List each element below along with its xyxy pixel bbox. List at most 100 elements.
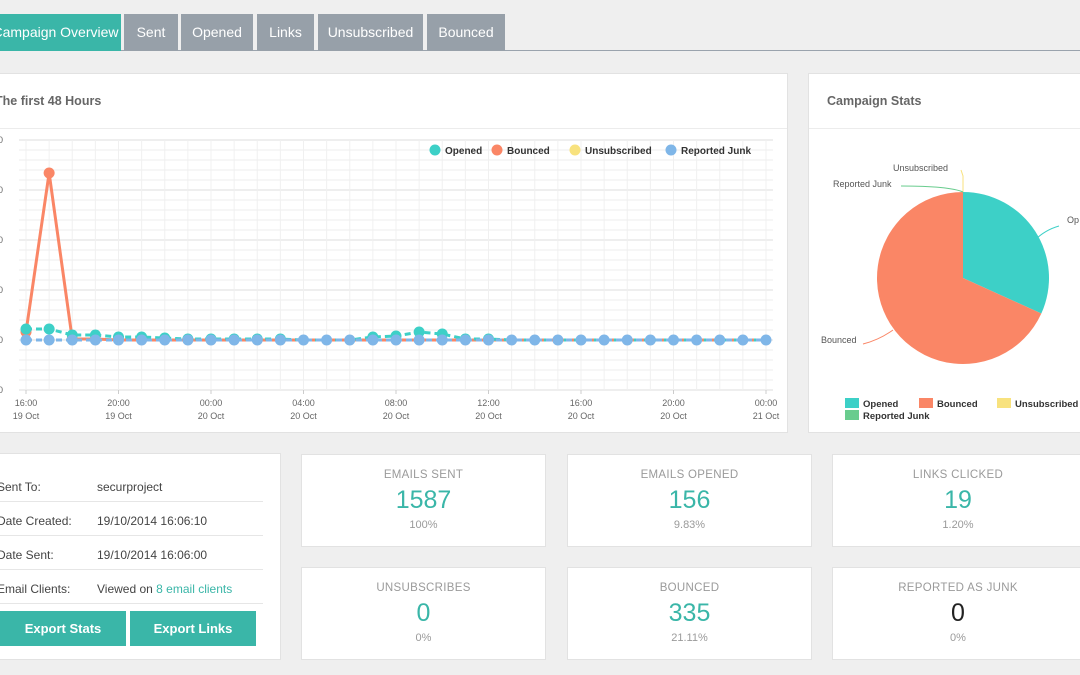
line-chart: 0 0 0 0 0 0 16:00 19 Oct 20:00 19 Oct 00:00 20 Oct 0… (0, 135, 780, 421)
stat-percent: 0% (950, 632, 966, 644)
stat-card-links-clicked: LINKS CLICKED 19 1.20% (832, 454, 1080, 547)
legend-swatch (845, 410, 859, 420)
data-point (529, 334, 541, 346)
x-tick-date: 20 Oct (383, 411, 410, 421)
x-tick-date: 20 Oct (568, 411, 595, 421)
tab-links[interactable]: Links (257, 14, 314, 51)
x-tick-time: 00:00 (200, 398, 223, 408)
y-tick-label: 0 (0, 135, 3, 145)
x-tick-date: 21 Oct (753, 411, 780, 421)
sent-to-label: Sent To: (0, 480, 41, 494)
callout-bounced: Bounced (821, 335, 857, 345)
x-tick-time: 20:00 (662, 398, 685, 408)
data-point (506, 334, 518, 346)
export-links-button[interactable]: Export Links (130, 611, 256, 646)
x-tick-time: 16:00 (570, 398, 593, 408)
data-point (66, 334, 78, 346)
tab-bounced[interactable]: Bounced (427, 14, 505, 51)
x-tick-date: 19 Oct (105, 411, 132, 421)
data-point (251, 334, 263, 346)
pie-chart-title: Campaign Stats (809, 74, 1080, 129)
email-clients-link[interactable]: 8 email clients (156, 582, 233, 596)
stat-percent: 0% (415, 632, 432, 644)
data-point (274, 334, 286, 346)
pie-slice-opened (963, 192, 1049, 314)
data-point (344, 334, 356, 346)
x-tick-time: 12:00 (477, 398, 500, 408)
data-point (20, 334, 32, 346)
pie-chart-panel: Campaign Stats Op Bounced Unsubscribed Repo… (808, 73, 1080, 433)
stat-label: EMAILS SENT (383, 469, 464, 481)
legend-swatch (919, 398, 933, 408)
data-point (575, 334, 587, 346)
data-point (413, 334, 425, 346)
legend-label: Opened (863, 399, 899, 410)
x-tick-date: 20 Oct (290, 411, 317, 421)
date-created-value: 19/10/2014 16:06:10 (97, 514, 208, 528)
legend-swatch (845, 398, 859, 408)
x-tick-time: 04:00 (292, 398, 315, 408)
tab-unsubscribed[interactable]: Unsubscribed (318, 14, 423, 51)
callout-line (1034, 225, 1060, 241)
sent-to-value: securproject (97, 480, 163, 494)
y-tick-label: 0 (0, 235, 3, 245)
x-tick-date: 19 Oct (13, 411, 40, 421)
stat-label: UNSUBSCRIBES (376, 582, 471, 594)
x-tick-date: 20 Oct (660, 411, 687, 421)
x-tick-date: 20 Oct (475, 411, 502, 421)
info-row-email-clients: Email Clients: Viewed on 8 email clients (0, 570, 263, 604)
stat-label: LINKS CLICKED (912, 469, 1004, 481)
legend-label: Reported Junk (863, 411, 930, 422)
stat-card-emails-sent: EMAILS SENT 1587 100% (301, 454, 546, 547)
stat-card-reported-as-junk: REPORTED AS JUNK 0 0% (832, 567, 1080, 660)
stat-value: 0 (416, 599, 431, 627)
email-clients-prefix: Viewed on (97, 582, 153, 596)
x-tick-time: 08:00 (385, 398, 408, 408)
y-tick-label: 0 (0, 335, 3, 345)
legend-label: Unsubscribed (585, 146, 652, 157)
stat-percent: 21.11% (671, 632, 708, 644)
pie-slice-bounced (877, 191, 1042, 364)
data-point (644, 334, 656, 346)
callout-line (900, 185, 964, 193)
tab-opened[interactable]: Opened (181, 14, 253, 51)
tab-bar: Campaign Overview Sent Opened Links Unsu… (0, 0, 1080, 51)
stat-label: EMAILS OPENED (640, 469, 739, 481)
info-row-sent-to: Sent To: securproject (0, 468, 263, 502)
callout-reported-junk: Reported Junk (833, 179, 892, 189)
data-point (483, 334, 494, 346)
data-point (459, 334, 471, 346)
email-clients-label: Email Clients: (0, 582, 71, 596)
data-point (159, 334, 171, 346)
stat-value: 19 (944, 486, 972, 514)
data-point (89, 334, 101, 346)
callout-line (862, 329, 894, 345)
data-point (321, 334, 333, 346)
data-point (205, 334, 217, 346)
date-sent-value: 19/10/2014 16:06:00 (97, 548, 208, 562)
tab-campaign-overview[interactable]: Campaign Overview (0, 14, 121, 51)
data-point (621, 334, 633, 346)
date-sent-label: Date Sent: (0, 548, 54, 562)
data-point (390, 334, 402, 346)
stat-value: 335 (668, 599, 711, 627)
data-point (43, 334, 55, 346)
data-point (43, 167, 55, 179)
data-point (367, 334, 379, 346)
data-point (298, 334, 309, 346)
callout-opened: Op (1067, 215, 1079, 225)
stat-percent: 100% (409, 519, 438, 531)
legend-marker (429, 144, 441, 156)
data-point (413, 326, 425, 338)
tab-sent[interactable]: Sent (124, 14, 178, 51)
export-stats-button[interactable]: Export Stats (0, 611, 126, 646)
data-point (43, 323, 55, 335)
data-point (552, 334, 564, 346)
legend-marker (491, 144, 503, 156)
x-tick-time: 00:00 (755, 398, 778, 408)
stat-card-bounced: BOUNCED 335 21.11% (567, 567, 812, 660)
email-clients-value: Viewed on 8 email clients (97, 582, 232, 596)
data-point (714, 334, 726, 346)
legend-label: Reported Junk (681, 146, 751, 157)
